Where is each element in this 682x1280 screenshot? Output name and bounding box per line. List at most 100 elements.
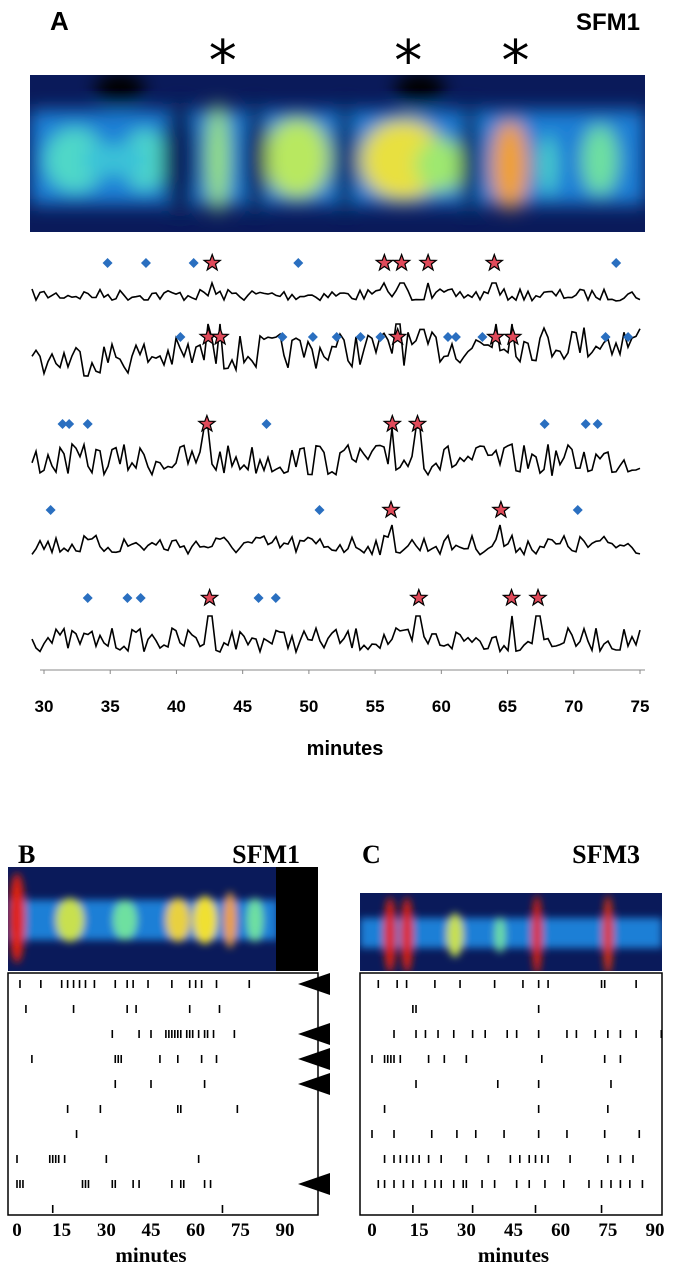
x-tick-label: 45 [504, 1220, 523, 1241]
arrowhead [298, 973, 330, 995]
x-tick-label: 60 [551, 1220, 570, 1241]
diamond-marker [375, 332, 386, 342]
diamond-marker [477, 332, 488, 342]
x-tick-label: 50 [299, 697, 318, 716]
arrowhead [298, 1023, 330, 1045]
trace [31, 524, 641, 557]
arrowhead [298, 1173, 330, 1195]
diamond-marker [64, 419, 75, 429]
diamond-marker [580, 419, 591, 429]
diamond-marker [277, 332, 288, 342]
arrowhead [298, 1048, 330, 1070]
x-tick-label: 60 [432, 697, 451, 716]
panel-title: SFM3 [572, 840, 640, 869]
trace [31, 280, 641, 303]
x-tick-label: 70 [564, 697, 583, 716]
diamond-marker [307, 332, 318, 342]
star-marker [503, 326, 523, 346]
star-marker [409, 587, 429, 607]
diamond-marker [140, 258, 151, 268]
diamond-marker [82, 419, 93, 429]
star-marker [199, 587, 220, 607]
diamond-marker [261, 419, 272, 429]
x-tick-label: 35 [101, 697, 120, 716]
diamond-marker [331, 332, 342, 342]
star-marker [387, 326, 408, 346]
star-marker [374, 252, 395, 272]
diamond-marker [442, 332, 453, 342]
star-marker [484, 252, 505, 272]
x-tick-label: 45 [142, 1220, 161, 1241]
x-tick-label: 15 [52, 1220, 71, 1241]
x-tick-label: 75 [631, 697, 650, 716]
diamond-marker [175, 332, 186, 342]
star-marker [418, 252, 438, 272]
arrowhead [298, 1073, 330, 1095]
asterisk: * [209, 29, 237, 94]
x-tick-label: 75 [231, 1220, 250, 1241]
x-tick-label: 65 [498, 697, 517, 716]
x-tick-label: 75 [598, 1220, 617, 1241]
diamond-marker [572, 505, 583, 515]
star-marker [197, 413, 217, 433]
diamond-marker [623, 332, 634, 342]
heatmap [8, 867, 318, 971]
raster-box [7, 972, 319, 1216]
diamond-marker [102, 258, 113, 268]
star-marker [491, 499, 511, 519]
diamond-marker [314, 505, 325, 515]
trace [31, 615, 641, 655]
star-marker [501, 587, 522, 607]
x-tick-label: 90 [646, 1220, 665, 1241]
diamond-marker [592, 419, 603, 429]
star-marker [382, 413, 403, 433]
x-tick-label: 30 [97, 1220, 116, 1241]
diamond-marker [611, 258, 622, 268]
diamond-marker [122, 593, 133, 603]
diamond-marker [539, 419, 550, 429]
star-marker [202, 252, 222, 272]
panel-label: B [18, 840, 35, 869]
trace [31, 323, 641, 377]
x-tick-label: 30 [457, 1220, 476, 1241]
trace [31, 427, 641, 477]
x-tick-label: 30 [35, 697, 54, 716]
x-axis-label: minutes [478, 1243, 549, 1267]
diamond-marker [270, 593, 281, 603]
diamond-marker [57, 419, 68, 429]
heatmap [360, 893, 662, 971]
diamond-marker [188, 258, 199, 268]
diamond-marker [293, 258, 304, 268]
x-axis-label: minutes [307, 738, 384, 760]
diamond-marker [135, 593, 146, 603]
star-marker [210, 326, 230, 346]
diamond-marker [355, 332, 366, 342]
star-marker [528, 587, 548, 607]
diamond-marker [600, 332, 611, 342]
star-marker [407, 413, 428, 433]
panel-label: A [50, 6, 69, 36]
diamond-marker [253, 593, 264, 603]
raster-box [359, 972, 663, 1216]
star-marker [485, 326, 506, 346]
x-tick-label: 45 [233, 697, 252, 716]
x-tick-label: 0 [12, 1220, 22, 1241]
x-tick-label: 15 [410, 1220, 429, 1241]
x-tick-label: 60 [186, 1220, 205, 1241]
panel-title: SFM1 [232, 840, 300, 869]
x-tick-label: 90 [276, 1220, 295, 1241]
star-marker [381, 499, 401, 519]
asterisk: * [394, 29, 422, 94]
x-axis-label: minutes [115, 1243, 186, 1267]
x-tick-label: 0 [367, 1220, 377, 1241]
star-marker [391, 252, 412, 272]
diamond-marker [45, 505, 56, 515]
asterisk: * [502, 29, 530, 94]
panel-label: C [362, 840, 381, 869]
x-tick-label: 55 [366, 697, 385, 716]
panel-title: SFM1 [576, 9, 640, 36]
x-tick-label: 40 [167, 697, 186, 716]
diamond-marker [82, 593, 93, 603]
diamond-marker [450, 332, 461, 342]
